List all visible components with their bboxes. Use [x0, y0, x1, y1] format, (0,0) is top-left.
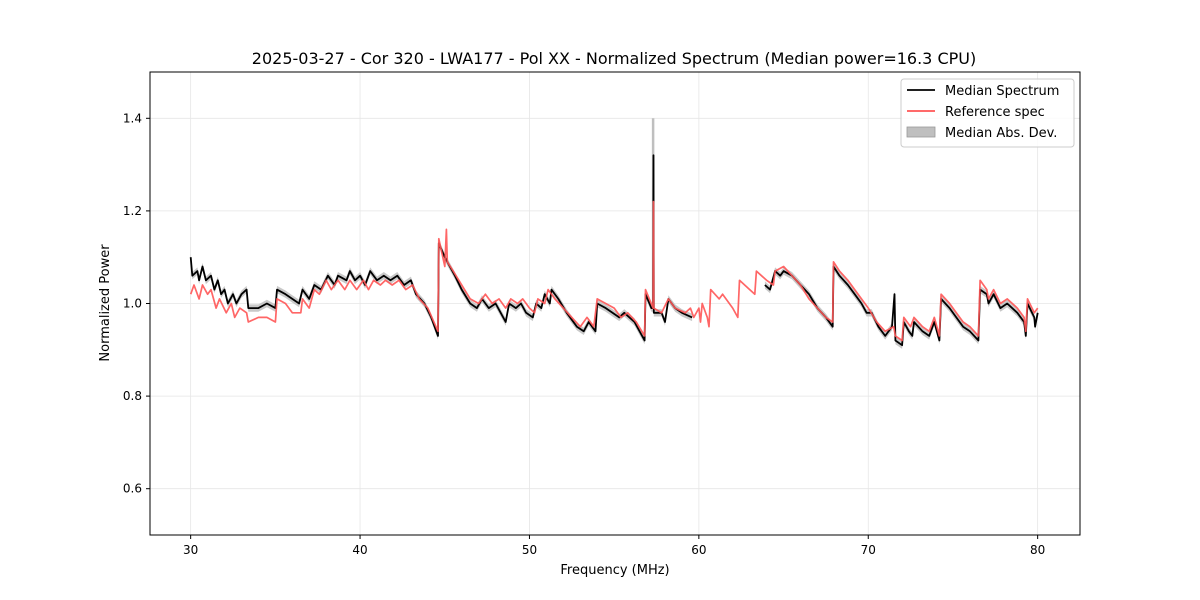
legend: Median Spectrum Reference spec Median Ab… — [900, 78, 1075, 148]
legend-label-reference: Reference spec — [945, 105, 1045, 120]
reference-spectrum-line — [189, 200, 1039, 342]
x-tick-label: 30 — [183, 543, 198, 557]
legend-frame — [900, 78, 1075, 148]
mad-band-segment — [764, 262, 1038, 349]
series-layer — [189, 154, 1039, 347]
x-tick-label: 50 — [522, 543, 537, 557]
legend-label-mad: Median Abs. Dev. — [945, 126, 1057, 141]
y-tick-label: 1.2 — [123, 204, 142, 218]
y-tick-label: 1.4 — [123, 111, 142, 125]
y-tick-label: 1.0 — [123, 297, 142, 311]
legend-label-median: Median Spectrum — [945, 84, 1059, 99]
median-spectrum-line — [764, 265, 1039, 347]
grid-lines — [150, 72, 1080, 535]
chart-title: 2025-03-27 - Cor 320 - LWA177 - Pol XX -… — [252, 49, 976, 68]
y-tick-label: 0.8 — [123, 389, 142, 403]
x-axis: 30 40 50 60 70 80 — [183, 535, 1045, 557]
x-axis-label: Frequency (MHz) — [560, 563, 669, 578]
y-axis-label: Normalized Power — [98, 244, 113, 362]
x-tick-label: 80 — [1030, 543, 1045, 557]
y-tick-label: 0.6 — [123, 482, 142, 496]
x-tick-label: 40 — [352, 543, 367, 557]
legend-swatch-mad — [906, 126, 936, 138]
x-tick-label: 60 — [691, 543, 706, 557]
y-axis: 0.6 0.8 1.0 1.2 1.4 — [123, 111, 150, 496]
median-spectrum-line — [189, 154, 693, 342]
x-tick-label: 70 — [861, 543, 876, 557]
